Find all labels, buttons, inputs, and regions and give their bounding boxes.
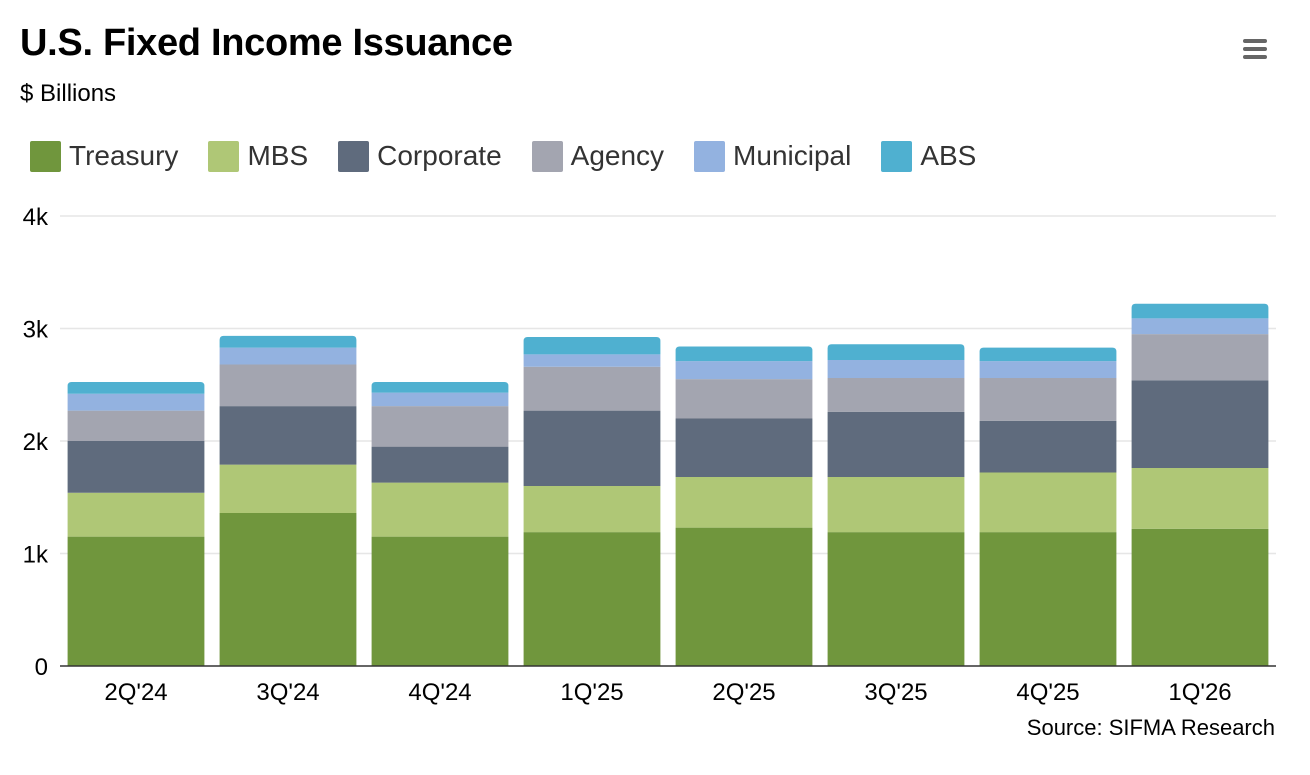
legend-item-abs[interactable]: ABS (881, 140, 976, 172)
legend-label: Treasury (69, 140, 179, 171)
legend-label: MBS (247, 140, 309, 171)
legend-item-mbs[interactable]: MBS (208, 140, 308, 172)
bar-segment-agency (67, 410, 205, 441)
bar-segment-mbs (675, 477, 813, 528)
legend-swatch (208, 140, 240, 172)
bar-segment-abs (67, 381, 205, 394)
bar-segment-mbs (827, 477, 965, 533)
bar-segment-treasury (371, 536, 509, 666)
bar-segment-abs (979, 347, 1117, 362)
chart-title: U.S. Fixed Income Issuance (20, 22, 513, 64)
x-tick-label: 1Q'26 (1168, 679, 1231, 706)
source-note: Source: SIFMA Research (1026, 715, 1275, 740)
bar-segment-agency (979, 378, 1117, 421)
bar-segment-treasury (67, 536, 205, 666)
y-tick-label: 2k (23, 429, 49, 456)
bar-segment-municipal (371, 392, 509, 407)
x-tick-label: 2Q'24 (104, 679, 167, 706)
bar-segment-abs (675, 346, 813, 362)
menu-bar (1243, 39, 1267, 43)
bar-segment-municipal (67, 393, 205, 411)
legend-swatch (30, 140, 61, 172)
y-tick-label: 0 (35, 654, 48, 681)
legend-item-corporate[interactable]: Corporate (338, 140, 502, 172)
x-tick-label: 4Q'25 (1016, 679, 1079, 706)
chart-subtitle: $ Billions (20, 80, 117, 107)
bar-segment-mbs (1131, 468, 1269, 529)
bar-segment-abs (1131, 303, 1269, 319)
y-tick-label: 1k (23, 542, 49, 569)
legend-item-municipal[interactable]: Municipal (694, 140, 851, 172)
bar-segment-corporate (371, 446, 509, 483)
bar-segment-municipal (219, 347, 357, 365)
bar-segment-treasury (1131, 528, 1269, 666)
bar-segment-agency (371, 406, 509, 447)
chart-legend: Treasury MBS Corporate Agency Municipal ABS (30, 140, 1006, 172)
bar-segment-abs (371, 381, 509, 393)
legend-swatch (531, 140, 563, 172)
bar-segment-corporate (827, 411, 965, 477)
bar-segment-agency (675, 379, 813, 419)
legend-swatch (338, 140, 370, 172)
bar-segment-abs (523, 336, 661, 355)
bar-segment-mbs (67, 492, 205, 537)
legend-label: Corporate (377, 140, 502, 171)
bar-segment-agency (523, 366, 661, 411)
bar-segment-municipal (979, 361, 1117, 378)
bar-segment-treasury (979, 532, 1117, 666)
legend-label: Agency (570, 140, 665, 171)
legend-swatch (694, 140, 726, 172)
y-tick-label: 4k (23, 204, 49, 231)
bar-segment-agency (1131, 334, 1269, 381)
bar-segment-corporate (219, 406, 357, 465)
x-tick-label: 2Q'25 (712, 679, 775, 706)
x-tick-label: 4Q'24 (408, 679, 471, 706)
bar-segment-agency (219, 364, 357, 407)
bar-segment-corporate (675, 418, 813, 477)
x-tick-label: 1Q'25 (560, 679, 623, 706)
bar-segment-corporate (67, 441, 205, 493)
bar-segment-corporate (1131, 380, 1269, 468)
bar-segment-abs (219, 335, 357, 348)
bar-segment-corporate (523, 410, 661, 486)
legend-swatch (881, 140, 913, 172)
y-tick-label: 3k (23, 317, 49, 344)
x-tick-label: 3Q'24 (256, 679, 319, 706)
bar-segment-treasury (675, 527, 813, 666)
bar-segment-agency (827, 378, 965, 412)
bar-segment-abs (827, 344, 965, 360)
bar-segment-treasury (523, 532, 661, 666)
menu-bar (1243, 55, 1267, 59)
bar-segment-mbs (219, 464, 357, 513)
legend-label: Municipal (733, 140, 852, 171)
bar-segment-corporate (979, 420, 1117, 473)
legend-label: ABS (920, 140, 977, 171)
hamburger-menu-icon[interactable] (1240, 36, 1270, 62)
bar-segment-municipal (523, 354, 661, 367)
x-tick-label: 3Q'25 (864, 679, 927, 706)
bar-segment-mbs (979, 472, 1117, 533)
bar-segment-municipal (675, 361, 813, 380)
bar-segment-mbs (523, 486, 661, 533)
bar-segment-treasury (827, 532, 965, 666)
menu-bar (1243, 47, 1267, 51)
legend-item-agency[interactable]: Agency (531, 140, 665, 172)
legend-item-treasury[interactable]: Treasury (30, 140, 178, 172)
bar-segment-mbs (371, 482, 509, 537)
bar-segment-municipal (1131, 318, 1269, 335)
bar-segment-municipal (827, 360, 965, 378)
bar-segment-treasury (219, 513, 357, 666)
